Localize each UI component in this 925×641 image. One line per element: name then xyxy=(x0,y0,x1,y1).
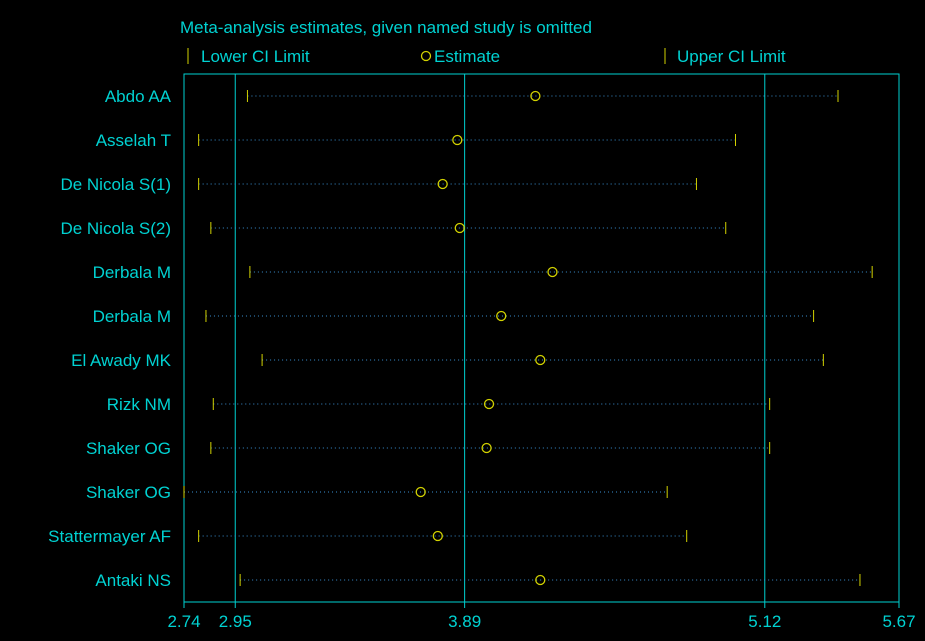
study-rows: Abdo AA Asselah T De Nicola S(1) De Nicola … xyxy=(48,87,873,590)
estimate-point xyxy=(432,530,443,542)
estimate-point xyxy=(535,574,546,586)
study-label: Derbala M xyxy=(93,263,171,282)
study-label: Shaker OG xyxy=(86,483,171,502)
legend-lower-label: Lower CI Limit xyxy=(201,47,310,66)
estimate-point xyxy=(452,134,463,146)
x-tick-label: 5.67 xyxy=(882,612,915,631)
study-label: Stattermayer AF xyxy=(48,527,171,546)
estimate-point xyxy=(530,90,541,102)
x-tick-label: 5.12 xyxy=(748,612,781,631)
study-label: Shaker OG xyxy=(86,439,171,458)
x-tick-label: 3.89 xyxy=(448,612,481,631)
estimate-point xyxy=(437,178,448,190)
estimate-point xyxy=(535,354,546,366)
study-label: El Awady MK xyxy=(71,351,172,370)
estimate-point xyxy=(547,266,558,278)
plot-area-frame xyxy=(183,73,900,603)
estimate-point xyxy=(481,442,492,454)
estimate-point xyxy=(483,398,495,410)
estimate-point xyxy=(454,222,465,234)
legend-estimate-label: Estimate xyxy=(434,47,500,66)
study-label: Abdo AA xyxy=(105,87,172,106)
x-tick-label: 2.74 xyxy=(167,612,200,631)
legend: Lower CI Limit Estimate Upper CI Limit xyxy=(187,47,786,66)
study-label: Asselah T xyxy=(96,131,171,150)
reference-lines xyxy=(234,74,766,602)
estimate-point xyxy=(415,486,426,498)
legend-upper-label: Upper CI Limit xyxy=(677,47,786,66)
x-axis-ticks: 2.74 2.95 3.89 5.12 5.67 xyxy=(167,602,916,631)
legend-estimate-marker xyxy=(420,50,432,62)
study-label: De Nicola S(1) xyxy=(60,175,171,194)
study-label: Antaki NS xyxy=(95,571,171,590)
study-label: Derbala M xyxy=(93,307,171,326)
chart-title: Meta-analysis estimates, given named stu… xyxy=(180,18,592,37)
x-tick-label: 2.95 xyxy=(219,612,252,631)
study-label: De Nicola S(2) xyxy=(60,219,171,238)
estimate-point xyxy=(496,310,507,322)
study-label: Rizk NM xyxy=(107,395,171,414)
